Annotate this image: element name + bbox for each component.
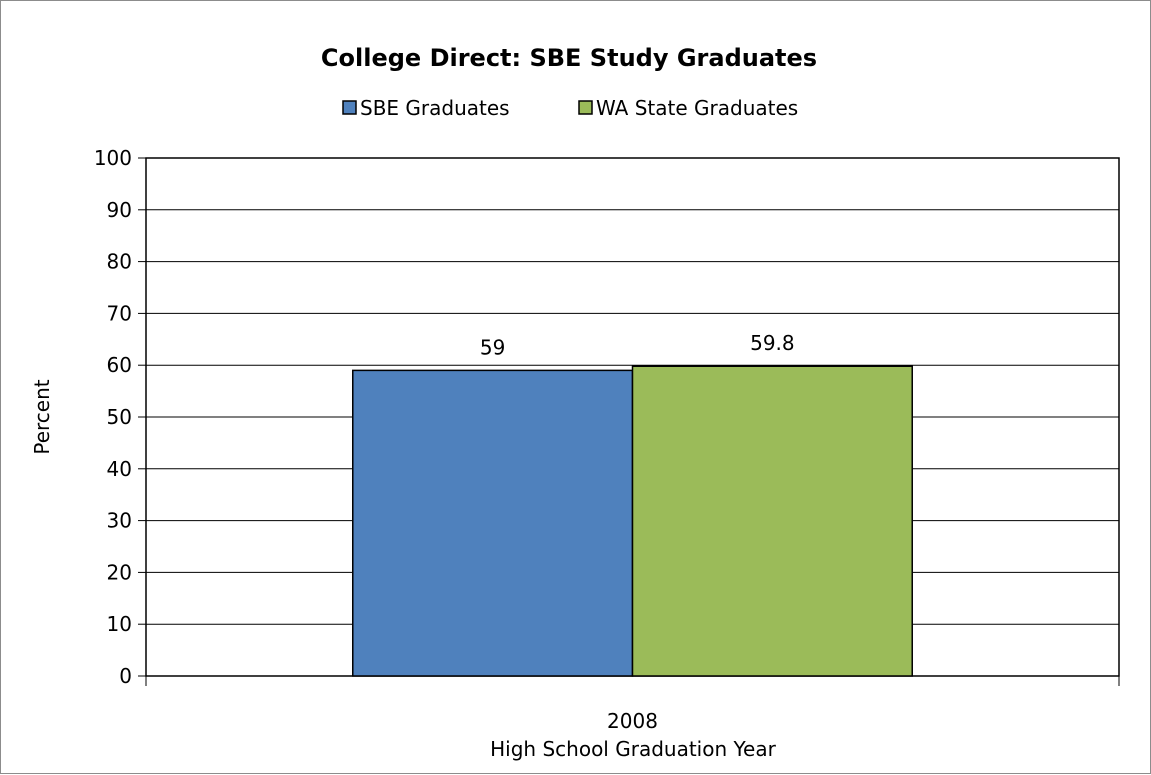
y-axis-label: Percent bbox=[30, 379, 54, 454]
bar-sbe-graduates bbox=[352, 369, 634, 677]
bars bbox=[352, 365, 913, 677]
x-axis: 2008 bbox=[145, 676, 1120, 733]
legend-swatch bbox=[342, 100, 357, 115]
legend-label: WA State Graduates bbox=[596, 96, 798, 120]
x-tick-label: 2008 bbox=[607, 709, 658, 733]
y-tick-label: 70 bbox=[107, 301, 132, 325]
y-axis: 0 10 20 30 40 50 60 70 80 90 100 bbox=[94, 146, 146, 688]
y-tick-label: 100 bbox=[94, 146, 132, 170]
data-label: 59 bbox=[480, 335, 505, 359]
legend-swatch bbox=[578, 100, 593, 115]
y-tick-label: 30 bbox=[107, 509, 132, 533]
y-tick-label: 40 bbox=[107, 457, 132, 481]
bar-wa-state-graduates bbox=[631, 365, 913, 677]
data-labels: 59 59.8 bbox=[480, 331, 795, 359]
y-tick-label: 80 bbox=[107, 250, 132, 274]
y-tick-label: 20 bbox=[107, 560, 132, 584]
y-tick-label: 60 bbox=[107, 353, 132, 377]
legend-label: SBE Graduates bbox=[360, 96, 510, 120]
y-tick-label: 90 bbox=[107, 198, 132, 222]
y-tick-label: 0 bbox=[119, 664, 132, 688]
y-tick-label: 10 bbox=[107, 612, 132, 636]
data-label: 59.8 bbox=[750, 331, 795, 355]
x-axis-label: High School Graduation Year bbox=[490, 737, 776, 761]
y-tick-label: 50 bbox=[107, 405, 132, 429]
legend: SBE Graduates WA State Graduates bbox=[342, 96, 798, 120]
chart-title: College Direct: SBE Study Graduates bbox=[321, 44, 817, 72]
